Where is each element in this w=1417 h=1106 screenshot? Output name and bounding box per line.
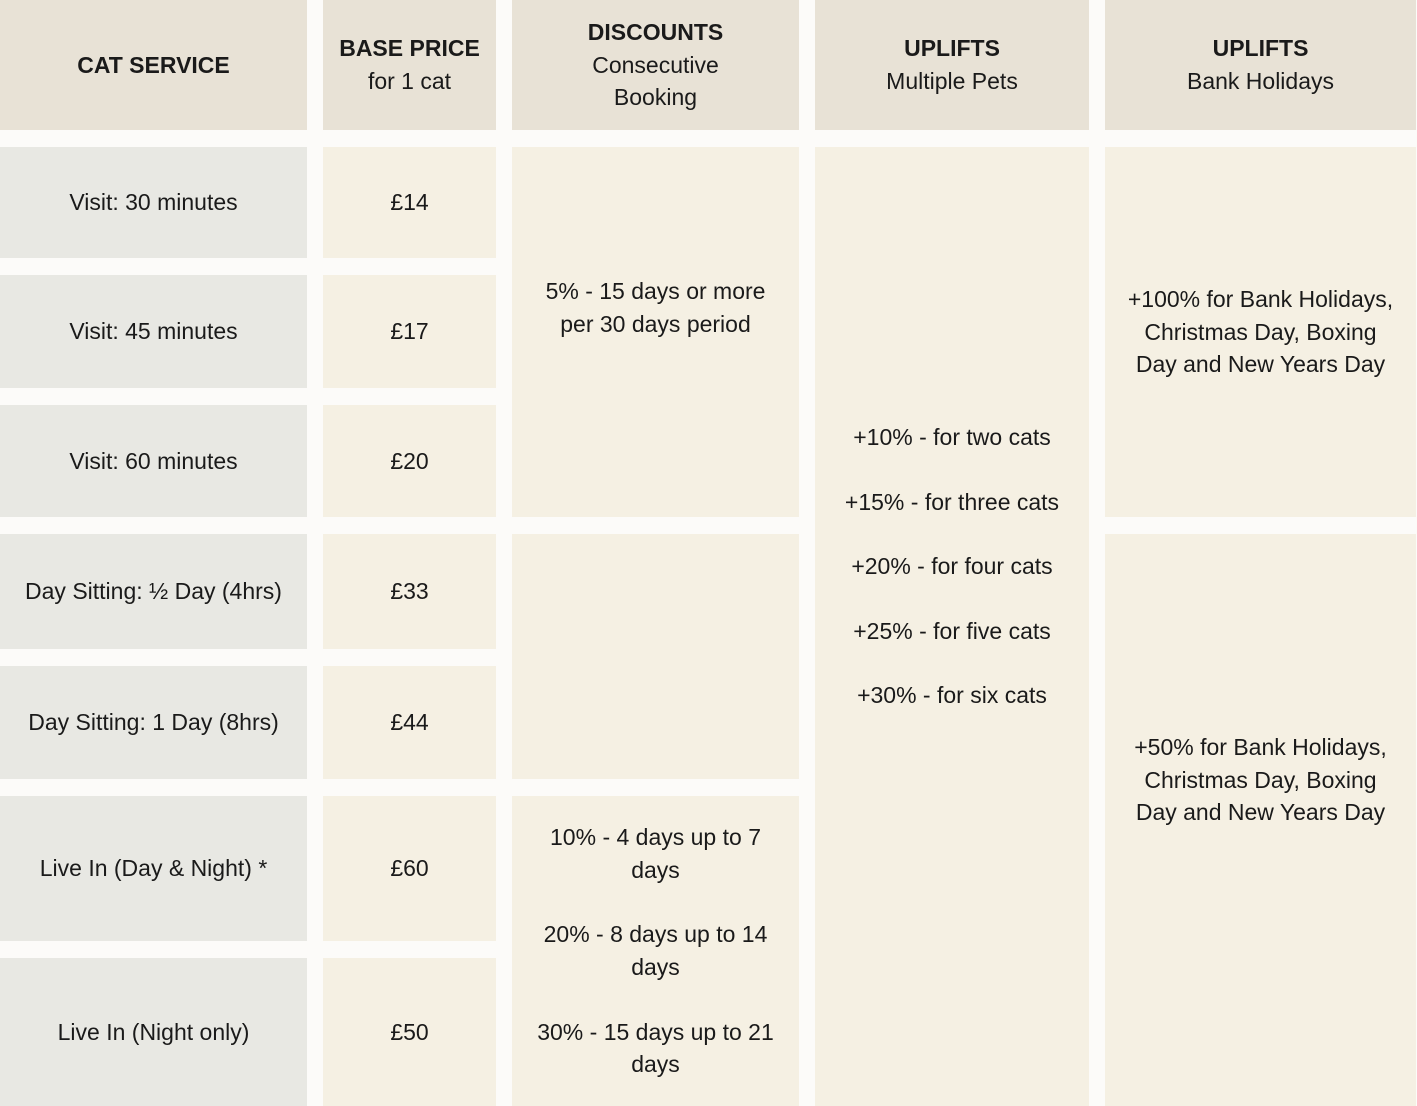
header-title: BASE PRICE: [339, 35, 480, 62]
uplift-bank-holidays-sitting: +50% for Bank Holidays, Christmas Day, B…: [1105, 534, 1416, 1106]
header-subtitle: Consecutive Booking: [592, 51, 719, 111]
pet-uplift-item: +10% - for two cats: [853, 423, 1051, 450]
header-subtitle: for 1 cat: [367, 68, 452, 94]
service-name: Live In (Day & Night) *: [0, 796, 307, 941]
header-title: UPLIFTS: [1212, 35, 1309, 62]
discount-live-in: 10% - 4 days up to 7 days 20% - 8 days u…: [512, 796, 799, 1106]
header-subtitle: Bank Holidays: [1186, 68, 1335, 94]
service-name: Live In (Night only): [0, 958, 307, 1106]
pet-uplift-item: +30% - for six cats: [857, 682, 1047, 709]
service-name: Visit: 30 minutes: [0, 147, 307, 258]
discount-day-sitting: [512, 534, 799, 779]
uplift-bank-holidays-visits: +100% for Bank Holidays, Christmas Day, …: [1105, 147, 1416, 517]
header-title: CAT SERVICE: [77, 51, 230, 78]
pet-uplift-item: +15% - for three cats: [844, 488, 1060, 515]
pet-uplift-item: +25% - for five cats: [853, 617, 1051, 644]
service-price: £14: [323, 147, 496, 258]
header-uplifts-multiple-pets: UPLIFTS Multiple Pets: [815, 0, 1089, 130]
service-price: £17: [323, 275, 496, 388]
discount-tier: 30% - 15 days up to 21 days: [537, 1018, 774, 1078]
header-title: DISCOUNTS: [587, 19, 724, 46]
service-price: £33: [323, 534, 496, 649]
service-name: Day Sitting: ½ Day (4hrs): [0, 534, 307, 649]
header-title: UPLIFTS: [904, 35, 1000, 62]
service-name: Visit: 60 minutes: [0, 405, 307, 517]
service-price: £50: [323, 958, 496, 1106]
uplift-multiple-pets: +10% - for two cats +15% - for three cat…: [815, 147, 1089, 1106]
pet-uplift-item: +20% - for four cats: [851, 553, 1053, 580]
header-discounts: DISCOUNTS Consecutive Booking: [512, 0, 799, 130]
service-price: £20: [323, 405, 496, 517]
service-name: Visit: 45 minutes: [0, 275, 307, 388]
header-base-price: BASE PRICE for 1 cat: [323, 0, 496, 130]
header-cat-service: CAT SERVICE: [0, 0, 307, 130]
service-name: Day Sitting: 1 Day (8hrs): [0, 666, 307, 779]
header-uplifts-bank-holidays: UPLIFTS Bank Holidays: [1105, 0, 1416, 130]
service-price: £44: [323, 666, 496, 779]
discount-tier: 20% - 8 days up to 14 days: [543, 921, 768, 980]
discount-visits: 5% - 15 days or more per 30 days period: [512, 147, 799, 517]
header-subtitle: Multiple Pets: [886, 68, 1018, 94]
service-price: £60: [323, 796, 496, 941]
discount-tier: 10% - 4 days up to 7 days: [550, 824, 761, 883]
